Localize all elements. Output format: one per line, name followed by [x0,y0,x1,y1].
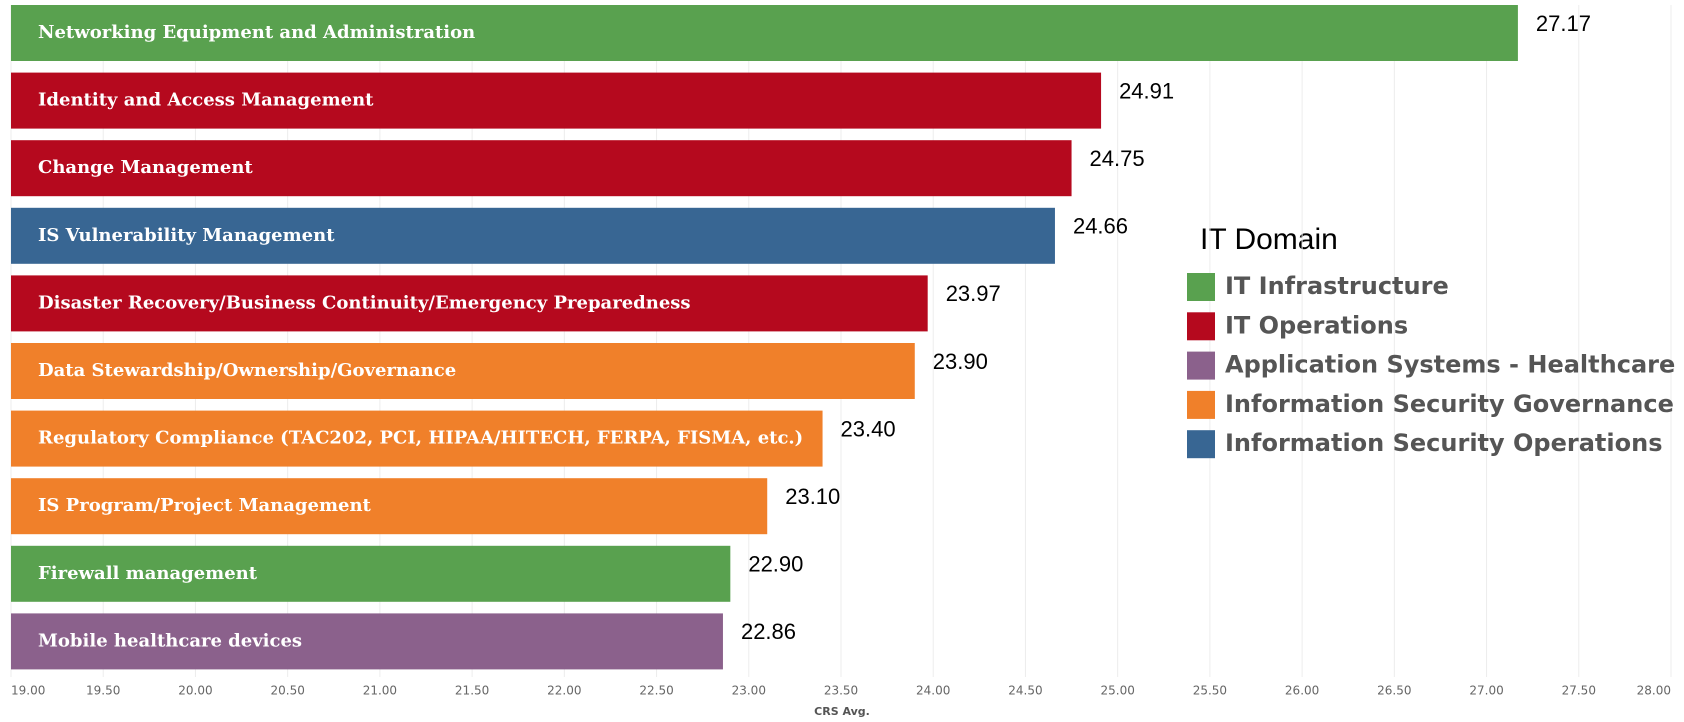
bar [11,207,1055,264]
bar [11,72,1102,129]
bar-category-label: IS Program/Project Management [38,495,372,516]
bar-category-label: Identity and Access Management [38,90,374,111]
bar [11,5,1518,61]
bar [11,613,723,670]
bar-category-label: Networking Equipment and Administration [38,22,475,43]
x-tick-label: 24.50 [1008,684,1042,698]
bar [11,275,928,332]
value-label: 23.10 [785,484,840,509]
legend-label: IT Operations [1225,311,1408,339]
value-label: 23.40 [841,416,896,441]
x-tick-label: 20.00 [178,684,212,698]
value-label: 23.90 [933,349,988,374]
legend-label: Information Security Governance [1225,390,1674,418]
x-tick-label: 21.00 [363,684,397,698]
legend-label: IT Infrastructure [1225,272,1449,300]
legend-swatch [1187,390,1215,419]
legend-swatch [1187,430,1215,459]
x-tick-label: 22.50 [639,684,673,698]
x-tick-label: 23.50 [824,684,858,698]
legend-title: IT Domain [1200,223,1338,256]
bar [11,478,768,535]
value-label: 24.75 [1090,146,1145,171]
x-tick-label: 28.00 [1637,684,1671,698]
legend-swatch [1187,351,1215,380]
x-tick-label: 22.00 [547,684,581,698]
legend-swatch [1187,273,1215,301]
value-label: 24.66 [1073,214,1128,239]
x-tick-label: 27.50 [1562,684,1596,698]
x-tick-label: 26.00 [1285,684,1319,698]
bar-category-label: Mobile healthcare devices [38,630,302,651]
bar [11,410,823,467]
bar-category-label: Data Stewardship/Ownership/Governance [38,360,456,381]
bar [11,343,915,399]
legend-label: Information Security Operations [1225,429,1662,457]
x-tick-label: 24.00 [916,684,950,698]
bar-category-label: Change Management [38,157,253,178]
x-tick-label: 19.00 [11,684,45,698]
x-tick-label: 26.50 [1377,684,1411,698]
x-tick-label: 25.00 [1100,684,1134,698]
x-tick-label: 20.50 [270,684,304,698]
x-tick-label: 21.50 [455,684,489,698]
x-tick-label: 23.00 [732,684,766,698]
x-tick-label: 19.50 [86,684,120,698]
x-tick-label: 27.00 [1469,684,1503,698]
bar-category-label: Firewall management [38,563,258,584]
value-label: 22.90 [748,552,803,577]
x-tick-label: 25.50 [1193,684,1227,698]
bar-category-label: Disaster Recovery/Business Continuity/Em… [38,292,691,313]
bar-category-label: Regulatory Compliance (TAC202, PCI, HIPA… [38,428,803,449]
x-axis-label: CRS Avg. [814,705,870,718]
value-label: 24.91 [1119,78,1174,103]
bar-category-label: IS Vulnerability Management [38,225,335,246]
legend-swatch [1187,312,1215,341]
value-label: 23.97 [946,281,1001,306]
value-label: 27.17 [1536,11,1591,36]
bar [11,140,1072,197]
legend-label: Application Systems - Healthcare [1225,351,1675,379]
value-label: 22.86 [741,619,796,644]
bar [11,545,731,602]
